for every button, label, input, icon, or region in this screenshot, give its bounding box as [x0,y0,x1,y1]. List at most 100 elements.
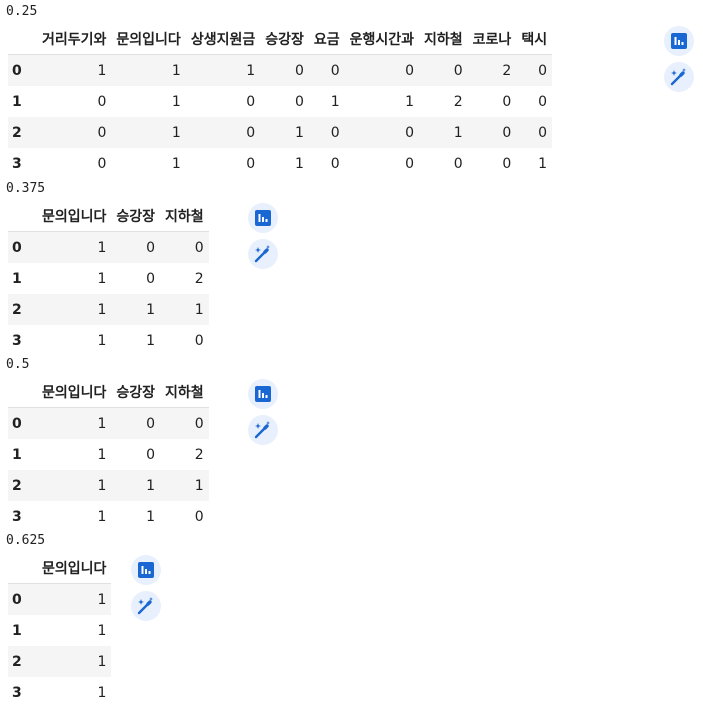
table-cell: 0 [194,415,204,432]
table-cell: 1 [97,332,107,349]
table-row: 0 1 0 0 [8,407,209,439]
suggest-chart-button[interactable] [248,379,278,409]
table-cell: 0 [330,155,340,172]
index-header [8,23,37,55]
suggest-chart-button[interactable] [248,203,278,233]
table-cell: 0 [502,155,512,172]
table-cell: 1 [246,62,256,79]
column-header: 지하철 [160,200,209,232]
output-caption: 0.625 [6,533,46,548]
column-header: 문의입니다 [37,200,112,232]
table-row: 0 1 0 0 [8,231,209,263]
table-cell: 0 [330,62,340,79]
generate-code-button[interactable] [248,239,278,269]
table-cell: 0 [294,93,304,110]
dataframe-table: 문의입니다 승강장 지하철 0 1 0 0 1 1 0 2 2 1 1 1 3 1 1 0 [8,376,209,532]
row-index: 2 [12,653,22,670]
table-cell: 2 [194,270,204,287]
table-cell: 0 [538,62,548,79]
index-header [8,376,37,408]
row-index: 2 [12,477,22,494]
table-cell: 0 [538,93,548,110]
table-cell: 2 [453,93,463,110]
table-cell: 1 [97,653,107,670]
table-row: 1 1 0 2 [8,439,209,470]
table-cell: 1 [171,93,181,110]
bar-chart-icon [255,210,271,226]
table-cell: 0 [538,124,548,141]
table-cell: 1 [97,684,107,701]
column-header: 문의입니다 [111,23,186,55]
row-index: 0 [12,62,22,79]
table-cell: 1 [330,93,340,110]
table-row: 2 0 1 0 1 0 0 1 0 0 [8,117,553,148]
table-cell: 1 [538,155,548,172]
table-row: 0 1 1 1 0 0 0 0 2 0 [8,54,553,86]
table-cell: 1 [171,155,181,172]
output-caption: 0.375 [6,181,46,196]
table-cell: 0 [246,124,256,141]
table-cell: 1 [97,62,107,79]
dataframe-table: 문의입니다 0 1 1 1 2 1 3 1 [8,552,112,708]
column-header: 코로나 [467,23,517,55]
table-cell: 0 [194,239,204,256]
table-cell: 1 [171,62,181,79]
table-cell: 1 [97,301,107,318]
suggest-chart-button[interactable] [131,555,161,585]
table-cell: 0 [330,124,340,141]
table-row: 2 1 1 1 [8,470,209,501]
table-cell: 2 [502,62,512,79]
column-header: 문의입니다 [37,552,112,584]
table-cell: 0 [97,155,107,172]
table-cell: 1 [97,508,107,525]
table-cell: 1 [97,622,107,639]
output-caption: 0.25 [6,4,38,19]
table-cell: 1 [405,93,415,110]
table-row: 1 0 1 0 0 1 1 2 0 0 [8,86,552,117]
column-header: 운행시간과 [344,23,420,55]
generate-code-button[interactable] [131,591,161,621]
table-cell: 1 [97,415,107,432]
magic-wand-icon [254,245,270,263]
column-header: 지하철 [419,23,468,55]
column-header: 상생지원금 [185,23,261,55]
table-row: 3 0 1 0 1 0 0 0 0 1 [8,148,552,179]
bar-chart-icon [671,33,687,49]
index-header [8,200,37,232]
table-cell: 2 [194,446,204,463]
table-cell: 0 [146,270,156,287]
table-cell: 0 [146,446,156,463]
table-cell: 1 [194,301,204,318]
table-cell: 0 [502,124,512,141]
row-index: 0 [12,239,22,256]
table-cell: 1 [97,270,107,287]
generate-code-button[interactable] [248,415,278,445]
header-row: 문의입니다 승강장 지하철 [8,376,209,408]
table-cell: 1 [453,124,463,141]
table-row: 1 1 0 2 [8,263,209,294]
suggest-chart-button[interactable] [664,26,694,56]
table-cell: 0 [405,62,415,79]
row-index: 1 [12,270,22,287]
table-cell: 1 [97,477,107,494]
table-cell: 0 [453,155,463,172]
column-header: 문의입니다 [37,376,112,408]
output-caption: 0.5 [6,357,30,372]
table-cell: 0 [246,93,256,110]
table-cell: 0 [294,62,304,79]
header-row: 문의입니다 [8,552,112,584]
column-header: 승강장 [111,200,161,232]
table-cell: 0 [246,155,256,172]
table-cell: 1 [294,155,304,172]
table-cell: 1 [146,332,156,349]
row-index: 3 [12,332,22,349]
row-index: 2 [12,301,22,318]
magic-wand-icon [670,68,686,86]
generate-code-button[interactable] [664,62,694,92]
header-row: 거리두기와 문의입니다 상생지원금 승강장 요금 운행시간과 지하철 코로나 택시 [8,23,553,55]
table-row: 3 1 1 0 [8,325,209,356]
table-cell: 1 [97,239,107,256]
